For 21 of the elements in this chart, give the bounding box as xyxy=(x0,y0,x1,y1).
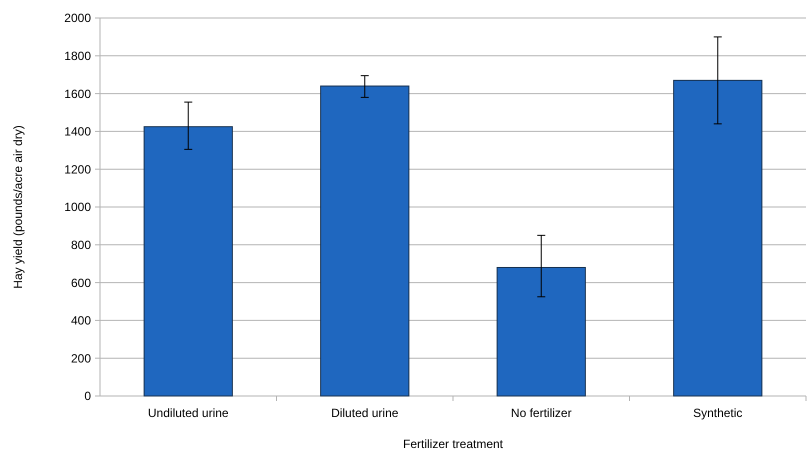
y-tick-label: 1600 xyxy=(64,86,92,101)
y-tick-label: 0 xyxy=(84,389,92,404)
bar xyxy=(496,266,586,396)
x-tick-label: Undiluted urine xyxy=(148,406,229,420)
y-tick-label: 2000 xyxy=(64,11,92,26)
x-tick-label: Synthetic xyxy=(693,406,742,420)
bar xyxy=(320,86,410,396)
x-axis-title: Fertilizer treatment xyxy=(402,437,504,451)
y-tick-label: 800 xyxy=(70,238,92,252)
bar xyxy=(144,126,233,396)
y-tick-label: 200 xyxy=(70,351,92,366)
y-tick-label: 1200 xyxy=(64,162,92,176)
y-tick-label: 400 xyxy=(70,314,92,328)
x-tick-label: No fertilizer xyxy=(510,406,572,420)
y-tick-label: 600 xyxy=(70,276,92,290)
bar xyxy=(673,80,762,396)
x-tick-label: Diluted urine xyxy=(331,406,399,420)
y-tick-label: 1000 xyxy=(64,200,92,214)
y-axis-title: Hay yield (pounds/acre air dry) xyxy=(11,125,25,289)
y-tick-label: 1400 xyxy=(64,124,92,139)
y-tick-label: 1800 xyxy=(64,49,92,63)
